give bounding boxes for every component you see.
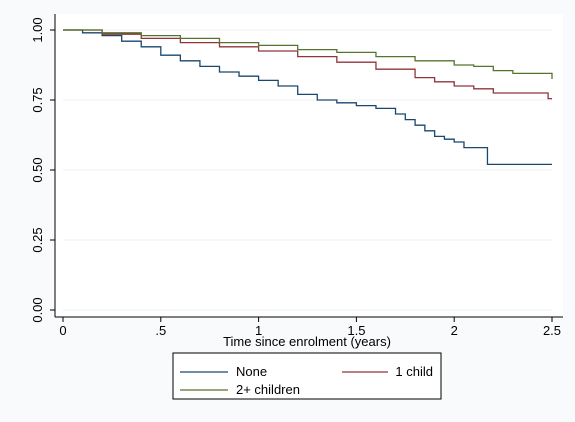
x-tick-label: 2	[451, 323, 458, 338]
legend-label: None	[236, 364, 267, 379]
axes	[54, 14, 563, 318]
x-tick-label: 2.5	[543, 323, 561, 338]
y-tick-label: 0.25	[30, 227, 45, 252]
gridlines	[63, 29, 552, 311]
legend-label: 1 child	[395, 364, 433, 379]
y-ticks: 0.00 0.25 0.50 0.75 1.00	[30, 17, 55, 323]
series-line-none	[63, 29, 552, 166]
series-line-2-children	[63, 29, 553, 79]
legend: None 1 child 2+ children	[172, 352, 442, 400]
x-tick-label: .5	[155, 323, 166, 338]
plot-area	[55, 14, 563, 317]
y-tick-label: 0.00	[30, 297, 45, 322]
x-axis-title: Time since enrolment (years)	[223, 334, 391, 349]
legend-label: 2+ children	[236, 382, 300, 397]
legend-box	[172, 352, 442, 400]
x-ticks: 0 .5 1 1.5 2 2.5	[59, 317, 561, 338]
x-tick-label: 1	[255, 323, 262, 338]
series-lines	[63, 29, 553, 166]
x-tick-label: 0	[59, 323, 66, 338]
y-tick-label: 0.75	[30, 87, 45, 112]
series-line-1-child	[63, 29, 552, 100]
legend-items: None 1 child 2+ children	[180, 364, 433, 397]
y-tick-label: 1.00	[30, 17, 45, 42]
x-tick-label: 1.5	[347, 323, 365, 338]
y-tick-label: 0.50	[30, 157, 45, 182]
